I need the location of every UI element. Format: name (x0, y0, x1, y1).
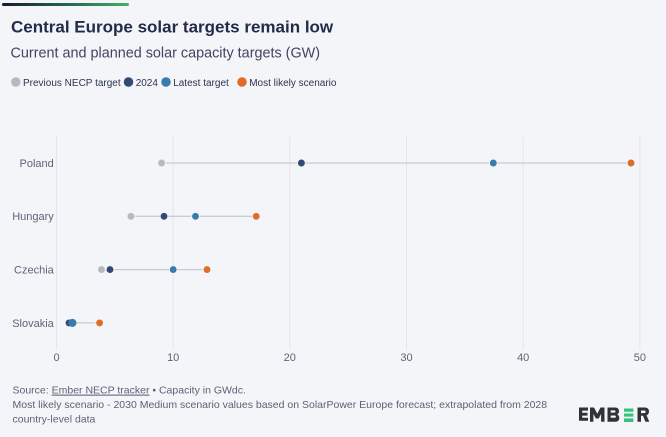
svg-text:Slovakia: Slovakia (12, 318, 54, 330)
svg-text:Latest target: Latest target (173, 78, 229, 89)
svg-text:10: 10 (167, 352, 179, 364)
svg-text:Poland: Poland (20, 158, 54, 170)
svg-text:Most likely scenario - 2030 Me: Most likely scenario - 2030 Medium scena… (13, 399, 548, 411)
svg-text:Previous NECP target: Previous NECP target (23, 78, 121, 89)
svg-text:Source: Ember NECP tracker • C: Source: Ember NECP tracker • Capacity in… (13, 385, 246, 397)
svg-text:40: 40 (517, 352, 529, 364)
svg-text:Czechia: Czechia (14, 265, 55, 277)
svg-text:20: 20 (284, 352, 296, 364)
svg-text:Current and planned solar capa: Current and planned solar capacity targe… (11, 45, 321, 61)
svg-text:country-level data: country-level data (13, 413, 96, 425)
svg-text:0: 0 (53, 352, 59, 364)
svg-text:Most likely scenario: Most likely scenario (249, 78, 337, 89)
svg-text:30: 30 (400, 352, 412, 364)
svg-text:Central Europe solar targets r: Central Europe solar targets remain low (11, 18, 334, 37)
svg-text:Hungary: Hungary (12, 211, 54, 223)
svg-text:2024: 2024 (136, 78, 159, 89)
svg-text:50: 50 (634, 352, 646, 364)
